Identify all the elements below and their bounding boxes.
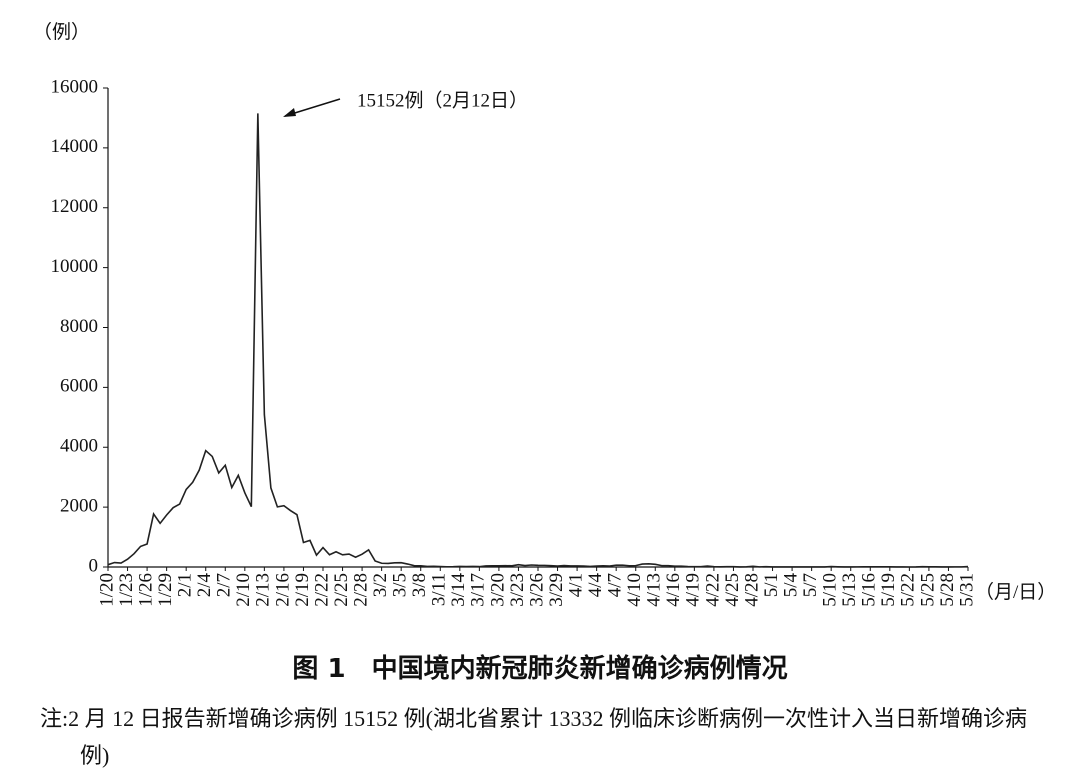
x-tick-label: 3/5 (390, 573, 411, 597)
x-tick-label: 3/29 (546, 573, 567, 607)
x-tick-label: 5/31 (956, 573, 977, 607)
y-tick-label: 16000 (51, 76, 99, 97)
x-tick-label: 3/20 (487, 573, 508, 607)
x-tick-label: 4/16 (663, 573, 684, 607)
x-tick-label: 1/29 (155, 573, 176, 607)
x-tick-label: 5/25 (917, 573, 938, 607)
x-tick-label: 4/13 (644, 573, 665, 607)
x-tick-label: 2/28 (350, 573, 371, 607)
x-tick-label: 3/26 (526, 573, 547, 607)
x-unit: （月/日） (975, 581, 1056, 603)
x-tick-label: 5/16 (859, 573, 880, 607)
x-tick-label: 2/19 (292, 573, 313, 607)
y-tick-label: 8000 (60, 316, 98, 337)
x-tick-label: 2/22 (311, 573, 332, 607)
x-tick-label: 3/11 (429, 573, 450, 606)
x-tick-label: 3/14 (448, 573, 469, 607)
x-tick-label: 2/25 (331, 573, 352, 607)
x-tick-label: 5/10 (820, 573, 841, 607)
y-tick-label: 0 (89, 555, 99, 576)
figure-note: 注:2 月 12 日报告新增确诊病例 15152 例(湖北省累计 13332 例… (40, 706, 1027, 768)
x-tick-label: 2/13 (253, 573, 274, 607)
x-tick-label: 2/1 (175, 573, 196, 597)
x-tick-label: 1/26 (135, 573, 156, 607)
x-tick-label: 2/7 (214, 573, 235, 597)
y-tick-label: 14000 (51, 136, 99, 157)
x-tick-label: 4/19 (683, 573, 704, 607)
arrow-head (283, 108, 296, 117)
x-tick-label: 5/28 (937, 573, 958, 607)
x-tick-label: 2/16 (272, 573, 293, 607)
x-tick-label: 3/2 (370, 573, 391, 597)
data-line (107, 113, 969, 568)
y-tick-label: 2000 (60, 495, 98, 516)
x-tick-label: 1/20 (96, 573, 117, 607)
x-tick-label: 3/23 (507, 573, 528, 607)
x-tick-label: 5/4 (780, 573, 801, 598)
x-tick-label: 4/22 (702, 573, 723, 607)
y-tick-label: 10000 (51, 256, 99, 277)
x-tick-label: 4/10 (624, 573, 645, 607)
x-tick-label: 4/4 (585, 573, 606, 598)
y-tick-label: 4000 (60, 436, 98, 457)
x-tick-label: 5/22 (898, 573, 919, 607)
x-tick-label: 1/23 (116, 573, 137, 607)
x-tick-label: 5/13 (839, 573, 860, 607)
y-tick-label: 6000 (60, 376, 98, 397)
x-tick-label: 5/19 (878, 573, 899, 607)
x-tick-label: 2/10 (233, 573, 254, 607)
x-tick-label: 5/1 (761, 573, 782, 597)
x-tick-label: 3/17 (468, 573, 489, 607)
annotation: 15152例（2月12日） (357, 89, 528, 111)
y-unit: （例） (33, 21, 90, 43)
x-tick-label: 4/28 (741, 573, 762, 607)
x-tick-label: 4/25 (722, 573, 743, 607)
x-tick-label: 4/1 (565, 573, 586, 597)
chart: （例） （月/日） 15152例（2月12日） 0 2000 4000 6000 800… (33, 21, 1056, 607)
x-tick-label: 3/8 (409, 573, 430, 597)
x-tick-label: 5/7 (800, 573, 821, 597)
y-tick-label: 12000 (51, 196, 99, 217)
x-tick-label: 2/4 (194, 573, 215, 598)
figure-title: 图 1 中国境内新冠肺炎新增确诊病例情况 (292, 654, 788, 684)
x-tick-label: 4/7 (605, 573, 626, 597)
